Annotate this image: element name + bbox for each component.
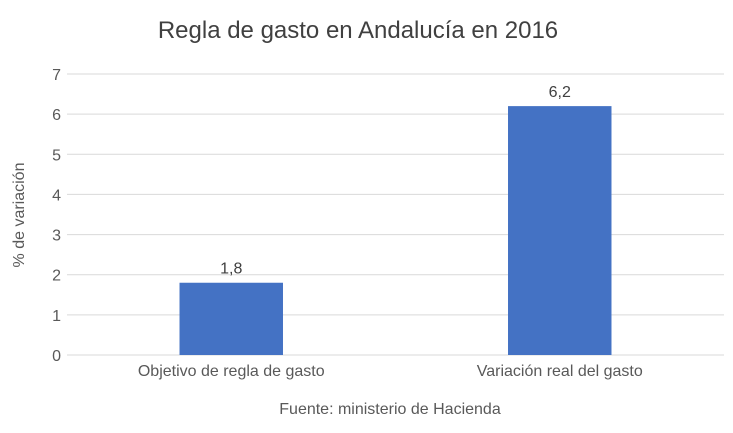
y-tick-label: 2: [52, 268, 61, 285]
x-axis-label: Fuente: ministerio de Hacienda: [279, 401, 501, 418]
bar-value-label: 1,8: [220, 261, 242, 278]
chart-title: Regla de gasto en Andalucía en 2016: [158, 17, 558, 44]
data-labels: 1,8 6,2: [220, 84, 571, 278]
y-tick-label: 1: [52, 308, 61, 325]
gridlines: [67, 73, 724, 356]
x-tick-labels: Objetivo de regla de gasto Variación real…: [138, 363, 643, 380]
y-axis-label: % de variación: [11, 163, 28, 268]
y-tick-label: 5: [52, 147, 61, 164]
bar: [179, 282, 283, 355]
x-tick-label: Objetivo de regla de gasto: [138, 363, 325, 380]
y-tick-label: 7: [52, 67, 61, 84]
y-tick-label: 4: [52, 187, 61, 204]
y-tick-labels: 0 1 2 3 4 5 6 7: [52, 67, 61, 365]
x-tick-label: Variación real del gasto: [477, 363, 643, 380]
bar-value-label: 6,2: [549, 84, 571, 101]
y-tick-label: 6: [52, 107, 61, 124]
y-tick-label: 0: [52, 348, 61, 365]
y-tick-label: 3: [52, 228, 61, 245]
bars: [179, 106, 612, 355]
bar: [508, 106, 612, 355]
